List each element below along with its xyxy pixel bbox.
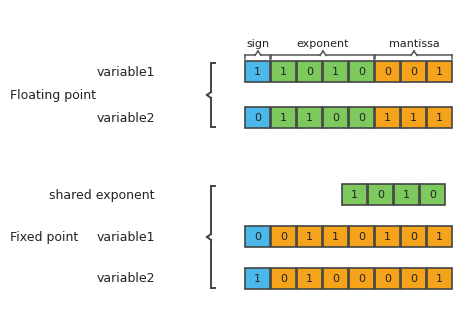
Text: 0: 0: [358, 232, 365, 242]
FancyBboxPatch shape: [375, 268, 400, 289]
Text: 1: 1: [384, 113, 391, 123]
Text: 1: 1: [436, 113, 443, 123]
Text: 0: 0: [358, 113, 365, 123]
Text: sign: sign: [246, 39, 270, 49]
FancyBboxPatch shape: [245, 107, 270, 128]
Text: variable1: variable1: [97, 65, 155, 79]
FancyBboxPatch shape: [323, 107, 348, 128]
FancyBboxPatch shape: [401, 226, 426, 247]
FancyBboxPatch shape: [375, 226, 400, 247]
Text: 1: 1: [306, 274, 313, 284]
Text: mantissa: mantissa: [389, 39, 439, 49]
Text: 0: 0: [280, 232, 287, 242]
FancyBboxPatch shape: [297, 268, 322, 289]
FancyBboxPatch shape: [427, 107, 452, 128]
FancyBboxPatch shape: [349, 226, 374, 247]
Text: variable2: variable2: [97, 272, 155, 286]
Text: 1: 1: [280, 113, 287, 123]
Text: shared exponent: shared exponent: [49, 188, 155, 202]
FancyBboxPatch shape: [323, 226, 348, 247]
Text: 1: 1: [436, 232, 443, 242]
Text: Floating point: Floating point: [10, 89, 96, 101]
FancyBboxPatch shape: [394, 184, 419, 205]
FancyBboxPatch shape: [427, 61, 452, 82]
FancyBboxPatch shape: [271, 268, 296, 289]
Text: 0: 0: [384, 67, 391, 77]
Text: 1: 1: [436, 274, 443, 284]
FancyBboxPatch shape: [245, 226, 270, 247]
Text: 1: 1: [254, 274, 261, 284]
FancyBboxPatch shape: [401, 61, 426, 82]
Text: 1: 1: [306, 232, 313, 242]
Text: 1: 1: [332, 232, 339, 242]
Text: 0: 0: [254, 232, 261, 242]
FancyBboxPatch shape: [271, 61, 296, 82]
FancyBboxPatch shape: [297, 61, 322, 82]
Text: 0: 0: [410, 232, 417, 242]
Text: 0: 0: [332, 113, 339, 123]
FancyBboxPatch shape: [375, 107, 400, 128]
Text: 1: 1: [436, 67, 443, 77]
Text: 1: 1: [332, 67, 339, 77]
Text: variable1: variable1: [97, 231, 155, 243]
Text: 0: 0: [332, 274, 339, 284]
FancyBboxPatch shape: [349, 61, 374, 82]
FancyBboxPatch shape: [323, 61, 348, 82]
Text: 1: 1: [280, 67, 287, 77]
Text: 1: 1: [254, 67, 261, 77]
Text: 0: 0: [254, 113, 261, 123]
Text: 0: 0: [410, 274, 417, 284]
Text: 1: 1: [384, 232, 391, 242]
Text: 0: 0: [410, 67, 417, 77]
FancyBboxPatch shape: [297, 226, 322, 247]
Text: 0: 0: [358, 274, 365, 284]
FancyBboxPatch shape: [245, 61, 270, 82]
FancyBboxPatch shape: [427, 268, 452, 289]
Text: 1: 1: [306, 113, 313, 123]
Text: 0: 0: [358, 67, 365, 77]
Text: 0: 0: [384, 274, 391, 284]
FancyBboxPatch shape: [420, 184, 445, 205]
FancyBboxPatch shape: [297, 107, 322, 128]
FancyBboxPatch shape: [427, 226, 452, 247]
FancyBboxPatch shape: [271, 226, 296, 247]
FancyBboxPatch shape: [401, 107, 426, 128]
Text: 0: 0: [280, 274, 287, 284]
Text: variable2: variable2: [97, 111, 155, 125]
FancyBboxPatch shape: [349, 107, 374, 128]
FancyBboxPatch shape: [375, 61, 400, 82]
Text: 0: 0: [306, 67, 313, 77]
Text: exponent: exponent: [297, 39, 349, 49]
Text: 1: 1: [410, 113, 417, 123]
Text: 1: 1: [351, 190, 358, 200]
FancyBboxPatch shape: [349, 268, 374, 289]
FancyBboxPatch shape: [245, 268, 270, 289]
Text: 0: 0: [377, 190, 384, 200]
FancyBboxPatch shape: [323, 268, 348, 289]
Text: 1: 1: [403, 190, 410, 200]
FancyBboxPatch shape: [342, 184, 367, 205]
FancyBboxPatch shape: [401, 268, 426, 289]
FancyBboxPatch shape: [271, 107, 296, 128]
Text: 0: 0: [429, 190, 436, 200]
Text: Fixed point: Fixed point: [10, 231, 78, 243]
FancyBboxPatch shape: [368, 184, 393, 205]
